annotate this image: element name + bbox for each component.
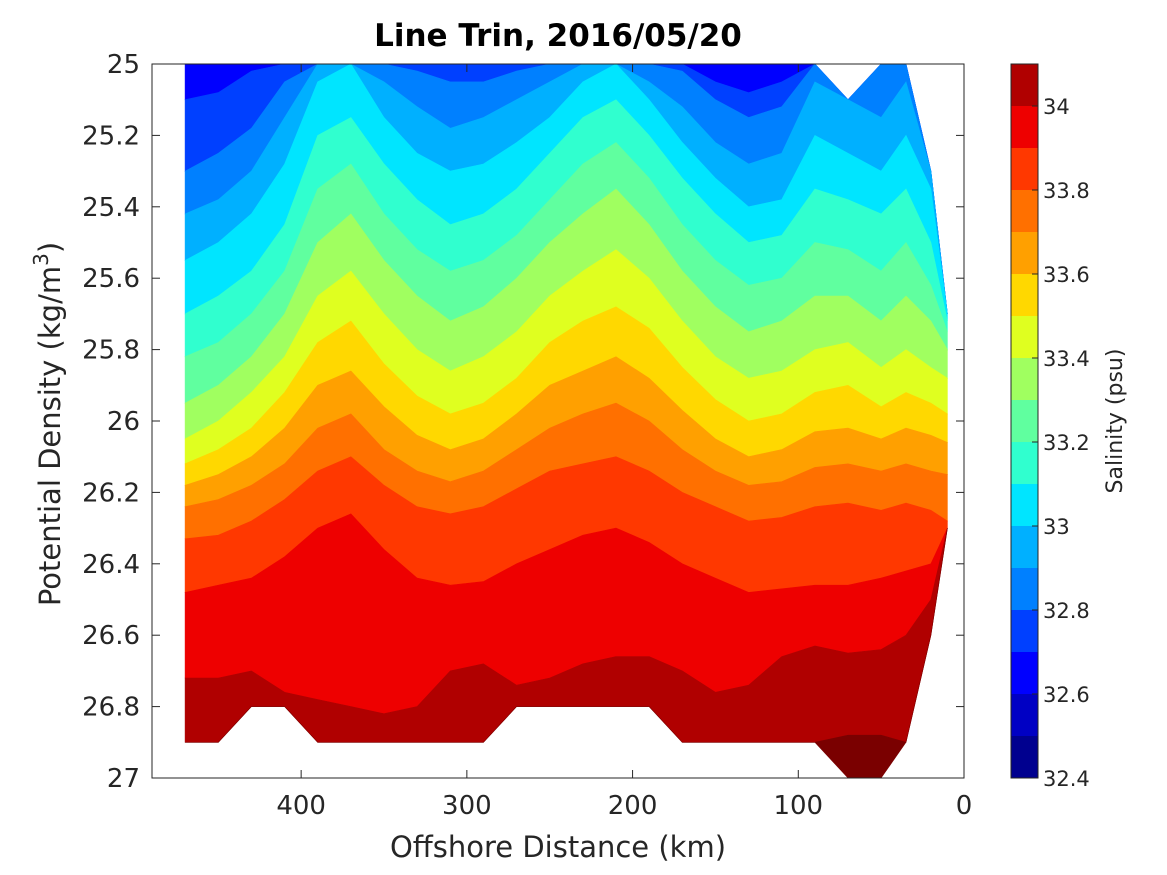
y-tick-label: 25 [107,50,140,80]
chart-title: Line Trin, 2016/05/20 [374,18,742,54]
y-tick-label: 26.2 [82,478,140,508]
colorbar-segment [1011,526,1038,568]
colorbar-segment [1011,652,1038,694]
colorbar-segment [1011,148,1038,190]
x-tick-label: 100 [773,791,823,821]
y-axis: 25 25.2 25.4 25.6 25.8 26 26.2 26.4 26.6 26.8 27 [82,50,964,794]
y-tick-label: 26 [107,407,140,437]
y-tick-label: 25.6 [82,264,140,294]
colorbar-segment [1011,232,1038,274]
colorbar-segment [1011,274,1038,316]
colorbar-segment [1011,358,1038,400]
colorbar-segment [1011,610,1038,652]
colorbar-segment [1011,64,1038,106]
colorbar-segment [1011,106,1038,148]
colorbar-tick-label: 33 [1043,515,1070,539]
colorbar-segment [1011,400,1038,442]
y-tick-label: 25.2 [82,121,140,151]
colorbar-segment [1011,316,1038,358]
x-axis-label: Offshore Distance (km) [390,830,726,864]
y-axis-label-main: Potential Density (kg/m [33,266,67,606]
plot-area [184,63,948,779]
y-tick-label: 25.4 [82,193,140,223]
x-axis: 400 300 200 100 0 [276,64,972,821]
colorbar-tick-label: 32.4 [1043,767,1090,791]
x-tick-label: 0 [956,791,973,821]
colorbar: 32.4 32.6 32.8 33 33.2 33.4 33.6 33.8 34 [1011,64,1090,791]
colorbar-tick-label: 33.2 [1043,431,1090,455]
y-tick-label: 25.8 [82,336,140,366]
x-tick-label: 400 [276,791,326,821]
y-tick-label: 26.6 [82,621,140,651]
colorbar-segment [1011,484,1038,526]
colorbar-segment [1011,568,1038,610]
colorbar-tick-label: 33.4 [1043,347,1090,371]
colorbar-tick-label: 32.6 [1043,683,1090,707]
y-axis-label-superscript: 3 [29,253,53,266]
colorbar-tick-label: 33.6 [1043,263,1090,287]
colorbar-segment [1011,736,1038,778]
y-axis-label: Potential Density (kg/m3) [29,242,67,606]
colorbar-frame [1010,63,1039,779]
y-axis-label-close: ) [33,242,67,253]
colorbar-tick-label: 34 [1043,95,1070,119]
colorbar-tick-label: 32.8 [1043,599,1090,623]
y-tick-label: 26.8 [82,693,140,723]
colorbar-segment [1011,694,1038,736]
colorbar-tick-label: 33.8 [1043,179,1090,203]
contour-bands [184,63,948,779]
x-tick-label: 200 [608,791,658,821]
contour-band [185,528,948,779]
x-tick-label: 300 [442,791,492,821]
colorbar-segment [1011,442,1038,484]
colorbar-segment [1011,190,1038,232]
y-tick-label: 27 [107,764,140,794]
y-tick-label: 26.4 [82,550,140,580]
colorbar-label: Salinity (psu) [1103,349,1128,494]
